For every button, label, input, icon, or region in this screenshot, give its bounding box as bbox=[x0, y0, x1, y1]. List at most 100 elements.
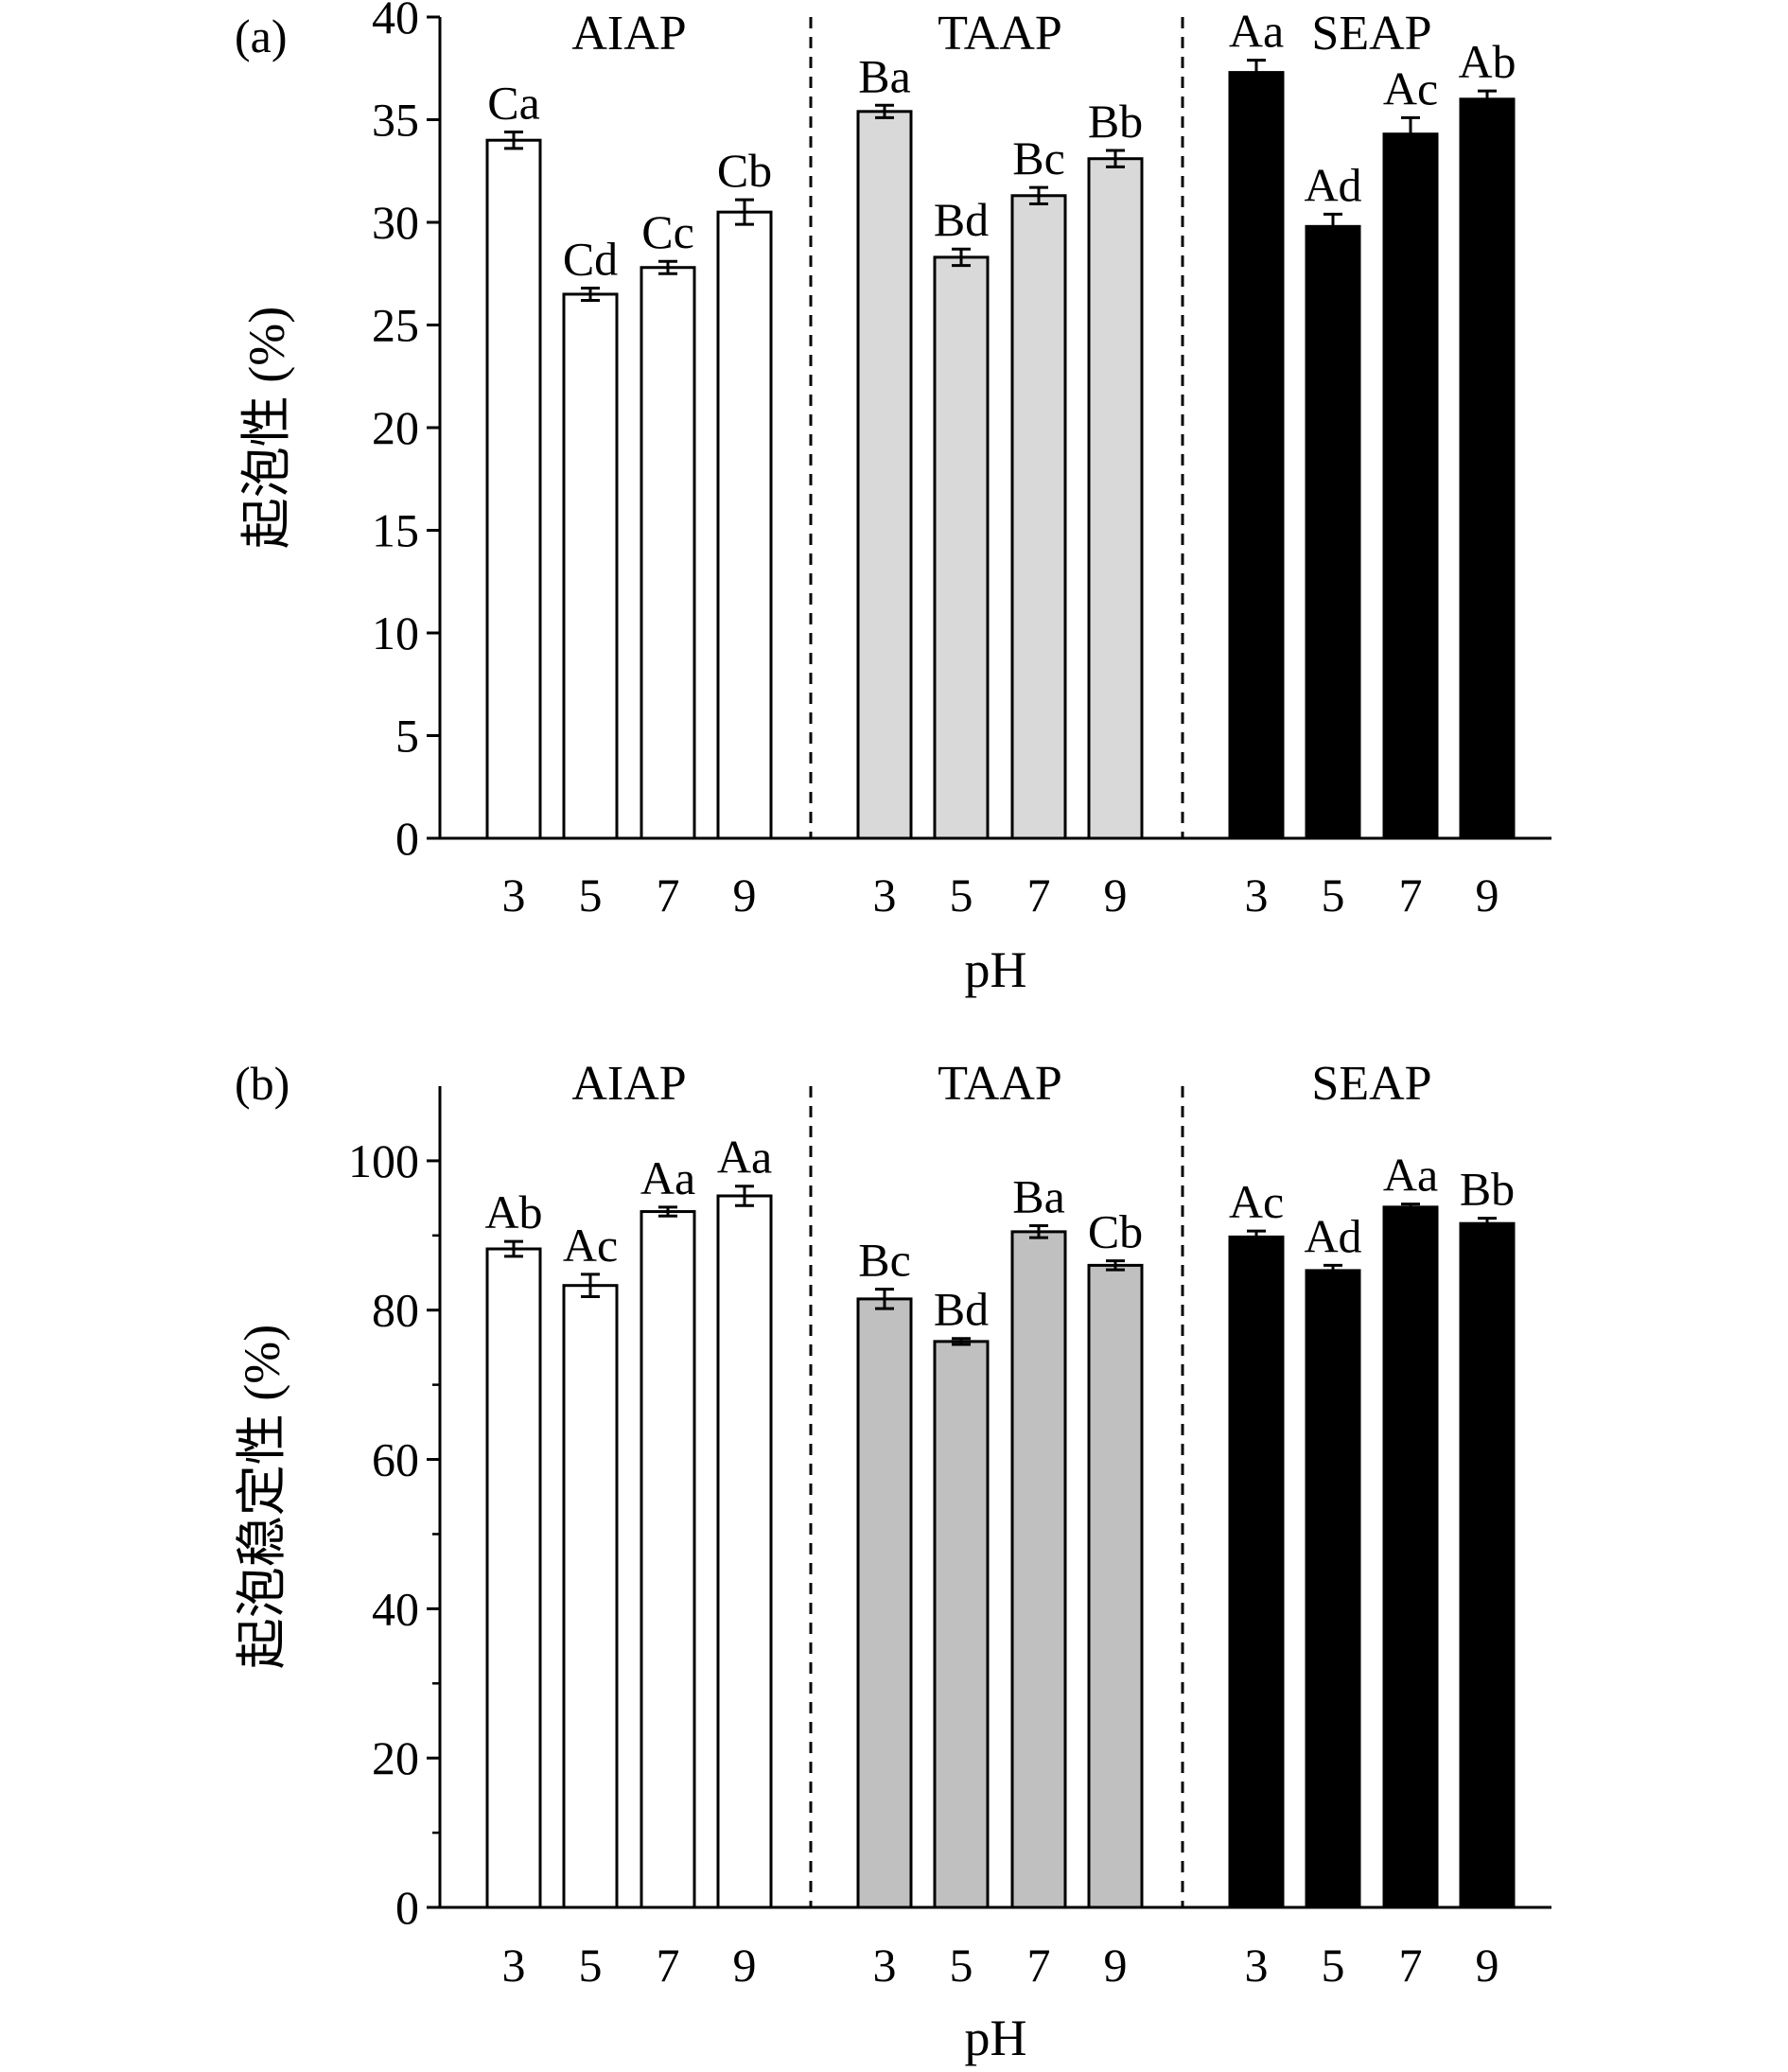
significance-label: Ad bbox=[1304, 158, 1361, 211]
x-tick-label: 5 bbox=[950, 1939, 973, 1992]
bar bbox=[562, 292, 619, 840]
bar bbox=[640, 1210, 696, 1909]
x-tick-label: 3 bbox=[502, 869, 526, 922]
bar bbox=[1382, 1205, 1439, 1909]
panel-label: (a) bbox=[235, 9, 288, 62]
panel-b: 0 20 40 60 80 100 (b) pH 起泡稳定性 (%) AIAP Ab 3 Ac 5 Aa 7 A… bbox=[234, 1057, 1551, 2066]
x-tick-label: 5 bbox=[1322, 1939, 1345, 1992]
y-tick-label: 10 bbox=[372, 606, 419, 659]
significance-label: Bb bbox=[1088, 95, 1143, 148]
y-tick-label: 100 bbox=[348, 1134, 419, 1187]
x-tick-label: 5 bbox=[1322, 869, 1345, 922]
y-tick-label: 40 bbox=[372, 1582, 419, 1635]
x-tick-label: 7 bbox=[1399, 1939, 1423, 1992]
significance-label: Ac bbox=[1383, 61, 1438, 114]
x-tick-label: 3 bbox=[1245, 1939, 1269, 1992]
significance-label: Ab bbox=[1458, 35, 1516, 88]
bar bbox=[1228, 1235, 1285, 1909]
x-tick-label: 9 bbox=[1476, 1939, 1499, 1992]
significance-label: Cc bbox=[641, 205, 694, 258]
y-axis-title: 起泡稳定性 (%) bbox=[234, 1325, 290, 1669]
significance-label: Cd bbox=[563, 232, 618, 285]
significance-label: Cb bbox=[717, 144, 772, 197]
significance-label: Bd bbox=[934, 193, 989, 246]
bar bbox=[1087, 1263, 1144, 1909]
x-tick-label: 7 bbox=[657, 869, 680, 922]
bar bbox=[856, 110, 913, 840]
bar bbox=[933, 255, 990, 840]
y-tick-label: 25 bbox=[372, 299, 419, 352]
significance-label: Ca bbox=[487, 77, 540, 130]
x-tick-label: 7 bbox=[1027, 869, 1051, 922]
y-tick-label: 35 bbox=[372, 94, 419, 147]
x-tick-label: 3 bbox=[873, 1939, 897, 1992]
significance-label: Aa bbox=[640, 1151, 695, 1204]
x-tick-label: 5 bbox=[950, 869, 973, 922]
significance-label: Aa bbox=[1383, 1149, 1438, 1202]
y-tick-label: 60 bbox=[372, 1433, 419, 1486]
y-tick-label: 20 bbox=[372, 401, 419, 454]
x-tick-label: 5 bbox=[579, 869, 603, 922]
group-label: TAAP bbox=[938, 7, 1062, 61]
panel-label: (b) bbox=[235, 1057, 289, 1110]
y-tick-label: 0 bbox=[395, 812, 419, 865]
bar bbox=[1459, 97, 1516, 840]
y-tick-label: 15 bbox=[372, 504, 419, 557]
group-label: AIAP bbox=[571, 7, 686, 61]
significance-label: Ba bbox=[858, 49, 911, 102]
significance-label: Bc bbox=[1012, 132, 1065, 184]
y-tick-label: 40 bbox=[372, 0, 419, 44]
bar bbox=[1459, 1221, 1516, 1909]
bar bbox=[1010, 1230, 1067, 1909]
bar bbox=[1087, 157, 1144, 840]
bar bbox=[1305, 1269, 1361, 1909]
significance-label: Bb bbox=[1460, 1163, 1515, 1216]
group-label: AIAP bbox=[571, 1057, 686, 1111]
group-label: SEAP bbox=[1311, 7, 1431, 61]
bar bbox=[1228, 71, 1285, 840]
group-label: TAAP bbox=[938, 1057, 1062, 1111]
significance-label: Ac bbox=[563, 1219, 618, 1272]
significance-label: Ac bbox=[1229, 1175, 1284, 1228]
bar bbox=[1382, 132, 1439, 840]
y-axis-title: 起泡性 (%) bbox=[238, 307, 295, 549]
significance-label: Aa bbox=[1229, 5, 1284, 58]
x-tick-label: 7 bbox=[1027, 1939, 1051, 1992]
significance-label: Bc bbox=[858, 1234, 911, 1287]
x-tick-label: 9 bbox=[733, 1939, 757, 1992]
significance-label: Aa bbox=[717, 1131, 772, 1184]
y-tick-label: 30 bbox=[372, 196, 419, 249]
significance-label: Ad bbox=[1304, 1209, 1361, 1262]
bar bbox=[716, 210, 773, 840]
x-tick-label: 3 bbox=[1245, 869, 1269, 922]
bar bbox=[856, 1297, 913, 1909]
x-axis-title: pH bbox=[965, 2010, 1027, 2066]
significance-label: Ab bbox=[484, 1185, 542, 1238]
x-tick-label: 3 bbox=[873, 869, 897, 922]
bar bbox=[485, 1247, 542, 1909]
y-tick-label: 5 bbox=[395, 710, 419, 763]
x-tick-label: 9 bbox=[1104, 869, 1128, 922]
group-label: SEAP bbox=[1311, 1057, 1431, 1111]
bar bbox=[716, 1194, 773, 1909]
bar bbox=[933, 1340, 990, 1909]
bar bbox=[562, 1284, 619, 1909]
x-tick-label: 7 bbox=[1399, 869, 1423, 922]
x-tick-label: 9 bbox=[1104, 1939, 1128, 1992]
x-tick-label: 9 bbox=[1476, 869, 1499, 922]
bar bbox=[1305, 224, 1361, 840]
x-tick-label: 7 bbox=[657, 1939, 680, 1992]
y-tick-label: 0 bbox=[395, 1881, 419, 1934]
x-axis-title: pH bbox=[965, 941, 1027, 998]
bar bbox=[640, 266, 696, 840]
bar bbox=[1010, 194, 1067, 840]
x-tick-label: 9 bbox=[733, 869, 757, 922]
significance-label: Ba bbox=[1012, 1170, 1065, 1223]
x-tick-label: 5 bbox=[579, 1939, 603, 1992]
x-tick-label: 3 bbox=[502, 1939, 526, 1992]
significance-label: Bd bbox=[934, 1283, 989, 1336]
significance-label: Cb bbox=[1088, 1205, 1143, 1258]
bar bbox=[485, 138, 542, 840]
